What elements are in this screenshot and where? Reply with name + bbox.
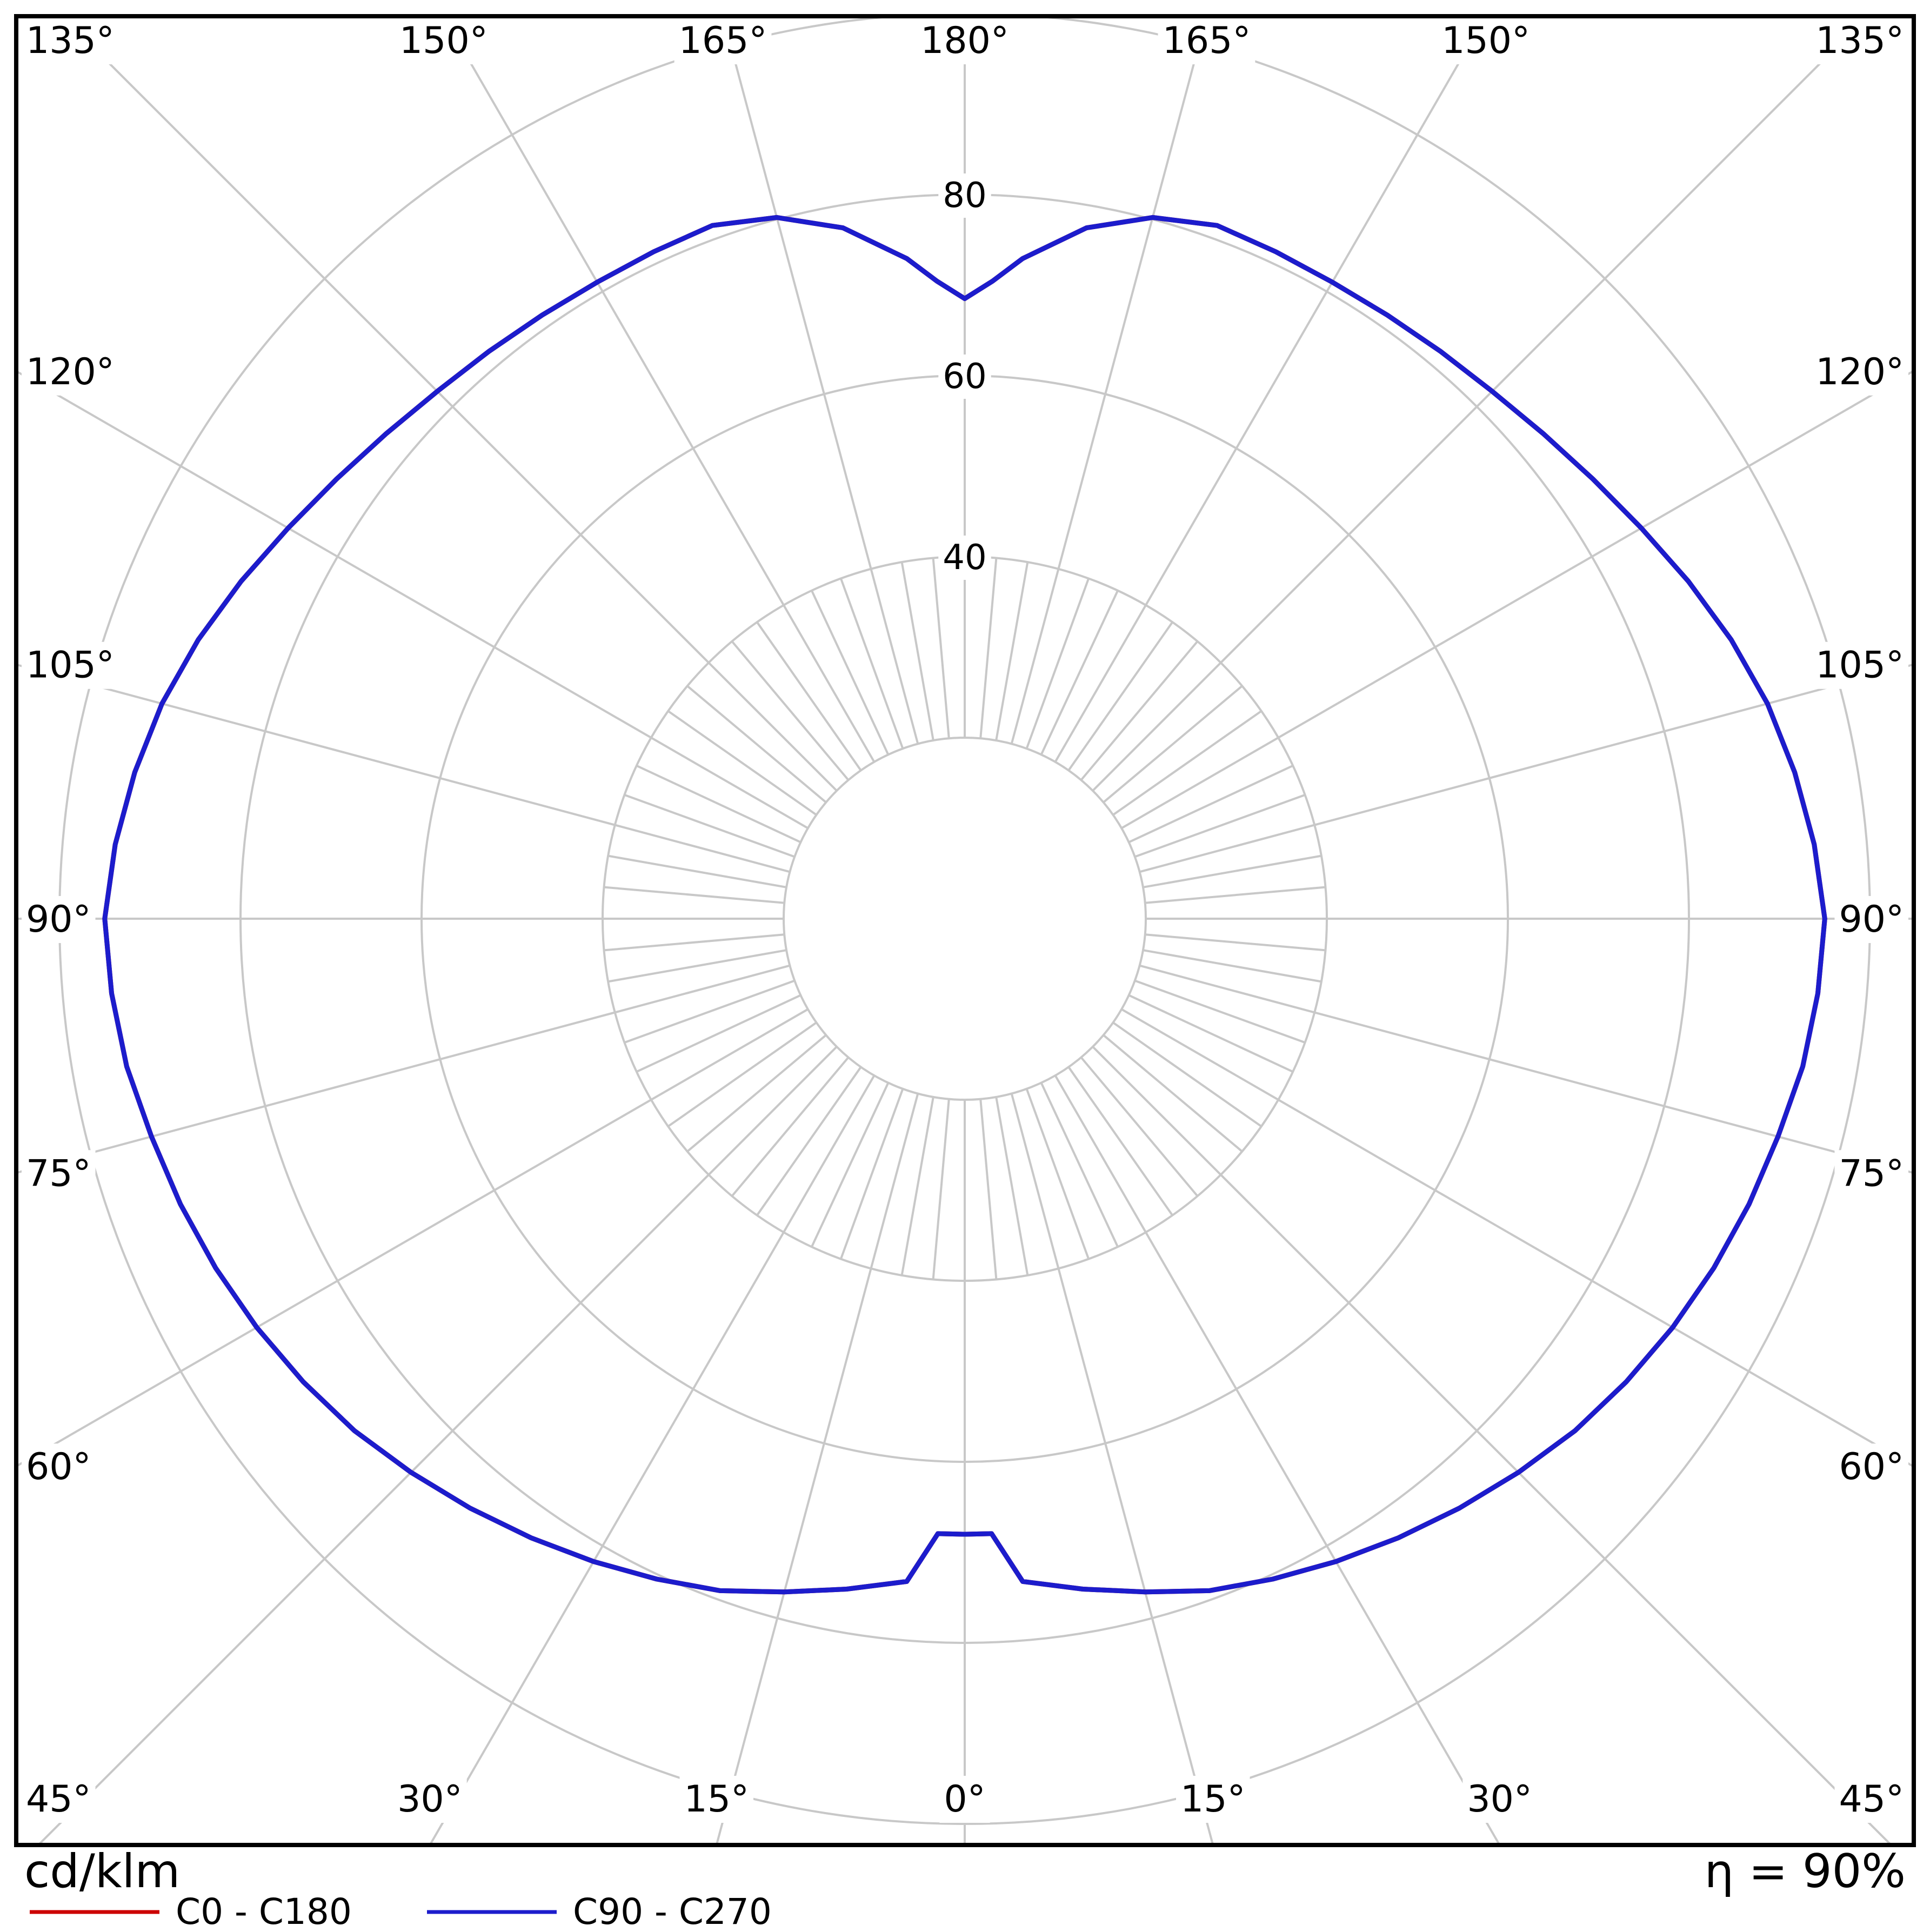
legend-label-c0-c180: C0 - C180 <box>176 1891 352 1930</box>
axis-tick-label: 15° <box>684 1778 749 1821</box>
axis-tick-label: 30° <box>397 1778 463 1821</box>
axis-tick-label: 150° <box>1441 19 1530 62</box>
axis-tick-label-bg <box>1834 1443 1908 1491</box>
axis-tick-label: 60° <box>26 1446 91 1488</box>
axis-tick-label-bg <box>1437 17 1535 64</box>
axis-tick-label: 105° <box>1815 644 1904 687</box>
curve-c90-c270 <box>102 215 1827 1595</box>
axis-tick-label-bg <box>22 17 119 64</box>
axis-tick-label: 15° <box>1180 1778 1246 1821</box>
axis-tick-label: 60° <box>1839 1446 1904 1488</box>
axis-tick-label-bg <box>1834 896 1908 943</box>
axis-tick-label-bg <box>1811 348 1908 396</box>
axis-tick-label: 80 <box>943 176 986 216</box>
axis-tick-label-bg <box>22 1150 96 1198</box>
axis-tick-label-bg <box>1158 17 1255 64</box>
efficiency-label: η = 90% <box>1705 1844 1906 1898</box>
axis-tick-label-bg <box>1834 1776 1908 1823</box>
axis-tick-label-bg <box>938 355 991 399</box>
intensity-curves <box>102 215 1827 1595</box>
axis-tick-label-bg <box>22 896 96 943</box>
axis-tick-label-bg <box>1811 641 1908 689</box>
axis-tick-label-bg <box>679 1776 754 1823</box>
axis-tick-label: 120° <box>1815 351 1904 393</box>
axis-tick-label-bg <box>1462 1776 1537 1823</box>
axis-tick-label-bg <box>674 17 772 64</box>
axis-tick-label: 0° <box>944 1778 985 1821</box>
axis-tick-label-bg <box>938 173 991 218</box>
axis-tick-label: 165° <box>1163 19 1251 62</box>
axis-tick-label-bg <box>1811 17 1908 64</box>
axis-tick-label-bg <box>395 17 492 64</box>
legend-label-c90-c270: C90 - C270 <box>573 1891 772 1930</box>
axis-tick-label: 75° <box>26 1152 91 1195</box>
axis-tick-label: 120° <box>26 351 115 393</box>
axis-tick-label: 75° <box>1839 1152 1904 1195</box>
axis-tick-label-bg <box>22 348 119 396</box>
axis-tick-label: 40 <box>943 538 986 578</box>
axis-tick-label: 30° <box>1467 1778 1532 1821</box>
axis-tick-label-bg <box>938 536 991 580</box>
axis-tick-label: 180° <box>920 19 1009 62</box>
axis-tick-label: 90° <box>26 898 91 941</box>
axis-tick-label-bg <box>22 1443 96 1491</box>
axis-tick-label-bg <box>1834 1150 1908 1198</box>
units-label: cd/klm <box>24 1844 180 1898</box>
axis-tick-label: 45° <box>26 1778 91 1821</box>
axis-tick-label: 90° <box>1839 898 1904 941</box>
axis-tick-label: 150° <box>399 19 488 62</box>
axis-tick-label-bg <box>1176 1776 1250 1823</box>
axis-tick-label-bg <box>916 17 1013 64</box>
axis-tick-label: 105° <box>26 644 115 687</box>
axis-tick-label: 135° <box>1815 19 1904 62</box>
axis-tick-label-bg <box>939 1776 990 1823</box>
axis-tick-label: 45° <box>1839 1778 1904 1821</box>
axis-tick-label-bg <box>22 1776 96 1823</box>
axis-tick-label: 60 <box>943 357 986 397</box>
axis-tick-label-bg <box>393 1776 467 1823</box>
axis-tick-label-bg <box>22 641 119 689</box>
axis-tick-label: 165° <box>679 19 767 62</box>
axis-labels: 40 60 80 0° 15° 15° 30° 30° 45° 45° 60° 60° 75° 75° 90… <box>22 17 1908 1823</box>
axis-tick-label: 135° <box>26 19 115 62</box>
chart-frame <box>14 14 1916 1847</box>
